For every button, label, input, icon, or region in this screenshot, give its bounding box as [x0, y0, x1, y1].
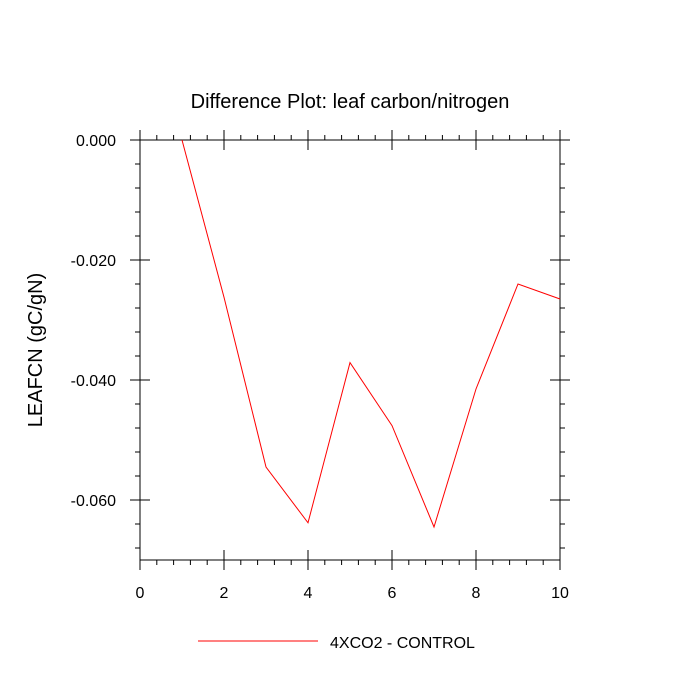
legend: 4XCO2 - CONTROL	[198, 635, 475, 652]
x-tick-label: 6	[388, 585, 397, 602]
axis-ticks	[130, 130, 570, 570]
x-tick-label: 0	[136, 585, 145, 602]
x-tick-label: 2	[220, 585, 229, 602]
axis-tick-labels: 0 2 4 6 8 10 0.000 -0.020 -0.040 -0.060	[71, 133, 569, 602]
y-tick-label: -0.040	[71, 373, 116, 390]
x-tick-label: 8	[472, 585, 481, 602]
y-tick-label: -0.060	[71, 493, 116, 510]
y-tick-label: 0.000	[76, 133, 116, 150]
series-line	[181, 139, 561, 529]
chart-title: Difference Plot: leaf carbon/nitrogen	[191, 91, 510, 113]
y-tick-label: -0.020	[71, 253, 116, 270]
x-tick-label: 10	[551, 585, 569, 602]
plot-frame	[139, 139, 561, 561]
y-axis-label: LEAFCN (gC/gN)	[25, 273, 47, 427]
legend-label: 4XCO2 - CONTROL	[330, 635, 475, 652]
series-layer	[181, 139, 561, 529]
x-tick-label: 4	[304, 585, 313, 602]
